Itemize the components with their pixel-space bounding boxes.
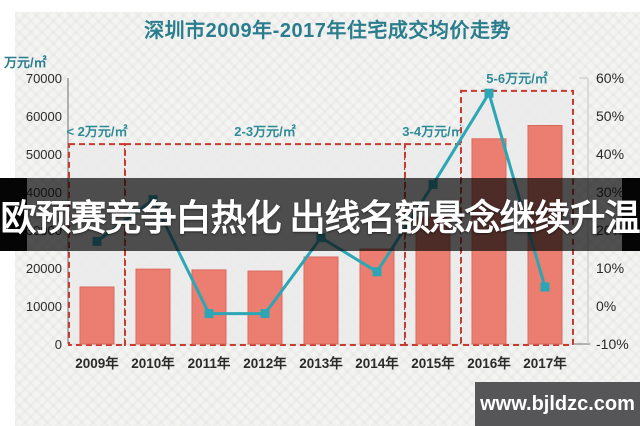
x-tick-label: 2012年 xyxy=(243,355,287,371)
x-tick-label: 2015年 xyxy=(411,355,455,371)
bar-2009年 xyxy=(79,286,115,345)
line-marker-2012年 xyxy=(260,309,270,319)
chart-title: 深圳市2009年-2017年住宅成交均价走势 xyxy=(144,20,511,42)
line-marker-2011年 xyxy=(204,309,214,319)
annotation-label: 2-3万元/㎡ xyxy=(234,124,295,139)
annotation-label: < 2万元/㎡ xyxy=(66,124,127,139)
y-left-tick-label: 50000 xyxy=(26,147,62,162)
y-left-tick-label: 10000 xyxy=(26,299,62,314)
annotation-label: 5-6万元/㎡ xyxy=(486,71,547,86)
y-left-tick-label: 60000 xyxy=(26,109,62,124)
y-right-tick-label: 10% xyxy=(596,260,624,276)
y-left-tick-label: 70000 xyxy=(26,71,62,86)
bar-2010年 xyxy=(135,268,171,345)
y-right-tick-label: 60% xyxy=(596,70,624,86)
bar-2012年 xyxy=(247,270,283,345)
x-tick-label: 2017年 xyxy=(523,355,567,371)
headline-overlay-band: 欧预赛竞争白热化 出线名额悬念继续升温 xyxy=(0,178,640,251)
overlay-black-cap-left xyxy=(0,178,27,251)
y-left-tick-label: 0 xyxy=(55,337,62,352)
line-marker-2017年 xyxy=(540,282,550,292)
line-marker-2016年 xyxy=(484,88,494,98)
overlay-black-cap-right xyxy=(622,178,640,251)
y-left-tick-label: 20000 xyxy=(26,261,62,276)
y-right-tick-label: 0% xyxy=(596,298,616,314)
line-marker-2014年 xyxy=(372,267,382,277)
y-axis-unit-label: 万元/㎡ xyxy=(4,55,47,70)
x-tick-label: 2014年 xyxy=(355,355,399,371)
y-right-tick-label: 50% xyxy=(596,108,624,124)
x-tick-label: 2009年 xyxy=(75,355,119,371)
headline-text: 欧预赛竞争白热化 出线名额悬念继续升温 xyxy=(0,196,640,238)
x-tick-label: 2011年 xyxy=(188,355,231,371)
y-right-tick-label: -10% xyxy=(596,336,629,352)
watermark-box: www.bjldzc.com xyxy=(475,382,640,426)
bar-2011年 xyxy=(191,269,227,345)
x-tick-label: 2010年 xyxy=(131,355,175,371)
watermark-url: www.bjldzc.com xyxy=(480,392,635,415)
annotation-label: 3-4万元/㎡ xyxy=(402,124,463,139)
bar-2013年 xyxy=(303,256,339,345)
x-tick-label: 2016年 xyxy=(467,355,511,371)
y-right-tick-label: 40% xyxy=(596,146,624,162)
x-tick-label: 2013年 xyxy=(299,355,343,371)
